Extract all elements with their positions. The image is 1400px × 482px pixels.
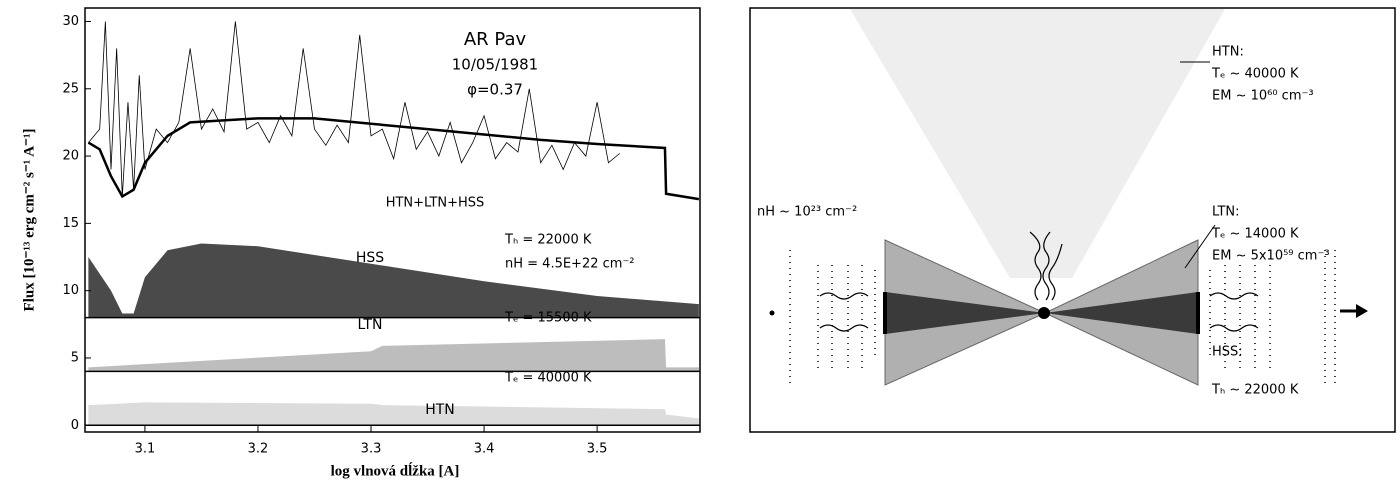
annotation: 10/05/1981 [452,56,538,74]
y-axis-label: Flux [10⁻¹³ erg cm⁻² s⁻¹ A⁻¹] [21,129,37,312]
hss-left [885,292,1045,334]
annotation: Tₕ = 22000 K [504,233,592,248]
dot [769,310,775,316]
annotation: HSS [356,250,384,266]
y-tick-label: 30 [62,14,79,29]
area [88,402,699,426]
x-tick-label: 3.5 [587,442,608,457]
y-tick-label: 20 [62,149,79,164]
hss-right [1045,292,1198,334]
area [88,339,699,372]
area [88,243,699,318]
diagram: HTN: Tₑ ~ 40000 K EM ~ 10⁶⁰ cm⁻³ LTN: Tₑ… [749,7,1396,433]
x-tick-label: 3.4 [474,442,495,457]
y-tick-label: 15 [62,216,79,231]
plot-frame [84,7,701,433]
diagram-label: HSS: [1212,345,1243,360]
y-tick-label: 10 [62,283,79,298]
y-tick-label: 5 [71,350,79,365]
y-tick-label: 0 [71,418,79,433]
annotation: HTN+LTN+HSS [386,196,485,211]
x-tick-label: 3.2 [248,442,269,457]
photons [819,231,1259,332]
annotation: Tₑ = 15500 K [504,311,592,326]
x-axis-label: log vlnová dĺžka [A] [331,461,460,479]
diagram-label: nH ~ 10²³ cm⁻² [757,205,857,220]
line [87,117,700,201]
diagram-label: Tₑ ~ 40000 K [1211,67,1299,82]
diagram-label: Tₑ ~ 14000 K [1211,227,1299,242]
arrow-head [1356,304,1368,318]
x-tick-label: 3.1 [135,442,156,457]
star [1038,307,1050,319]
annotation: HTN [425,402,455,418]
annotation: Tₑ = 40000 K [504,371,592,386]
diagram-label: HTN: [1212,45,1244,60]
diagram-label: EM ~ 10⁶⁰ cm⁻³ [1212,89,1314,104]
y-tick-label: 25 [62,81,79,96]
diagram-label: Tₕ ~ 22000 K [1211,383,1299,398]
diagram-label: EM ~ 5x10⁵⁹ cm⁻³ [1212,249,1330,264]
annotation: LTN [358,317,383,333]
line [88,21,620,197]
pointer [1184,224,1216,269]
annotation: φ=0.37 [467,81,523,99]
plot-area [85,21,700,427]
x-tick-label: 3.3 [361,442,382,457]
htn-cone [850,9,1225,278]
diagram-label: LTN: [1212,205,1240,220]
annotation: nH = 4.5E+22 cm⁻² [505,257,635,272]
annotation: AR Pav [464,29,527,50]
